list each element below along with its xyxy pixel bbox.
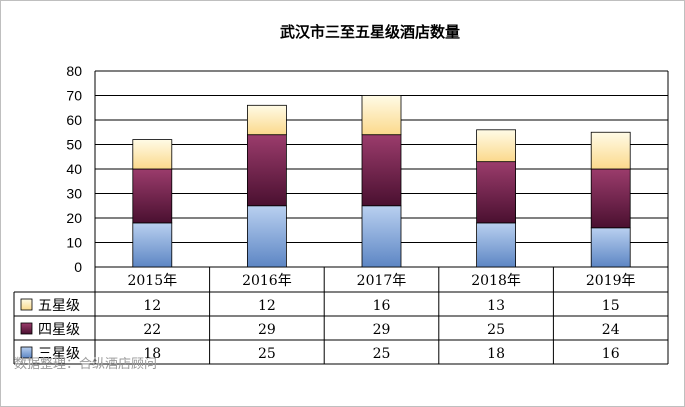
bar-segment	[476, 222, 517, 268]
bar-segment	[590, 131, 631, 170]
table-cell-value: 15	[602, 298, 620, 314]
y-tick-label: 50	[66, 137, 82, 153]
y-tick-label: 0	[74, 259, 82, 275]
bar-segment	[246, 134, 287, 207]
table-cell-value: 16	[373, 298, 391, 314]
bar-segment	[476, 161, 517, 224]
table-cell-value: 25	[373, 346, 391, 362]
source-note: 数据整理：合纵酒店顾问	[14, 357, 157, 372]
table-cell-value: 12	[258, 298, 276, 314]
legend-label: 三星级	[38, 346, 80, 362]
table-cell-value: 25	[258, 346, 276, 362]
table-cell-value: 29	[373, 322, 391, 338]
table-cell-value: 29	[258, 322, 276, 338]
bar-segment	[590, 168, 631, 229]
bar-segment	[361, 95, 402, 136]
bar-segment	[132, 139, 173, 170]
category-label: 2019年	[586, 273, 636, 289]
bar-segment	[246, 104, 287, 136]
legend-label: 四星级	[38, 322, 80, 338]
table-cell-value: 25	[487, 322, 505, 338]
y-tick-label: 80	[66, 63, 82, 79]
table-cell-value: 18	[143, 346, 161, 362]
legend-key	[20, 322, 33, 335]
y-tick-label: 60	[66, 112, 82, 128]
legend-key	[20, 298, 33, 311]
category-label: 2016年	[242, 273, 292, 289]
table-cell-value: 18	[487, 346, 505, 362]
bar-segment	[476, 129, 517, 163]
y-tick-label: 30	[66, 186, 82, 202]
y-tick-label: 40	[66, 161, 82, 177]
bars	[132, 95, 631, 268]
y-tick-label: 70	[66, 88, 82, 104]
bar-segment	[246, 205, 287, 268]
table-cell-value: 16	[602, 346, 620, 362]
table-cell-value: 22	[143, 322, 161, 338]
y-tick-label: 10	[66, 235, 82, 251]
y-tick-label: 20	[66, 210, 82, 226]
bar-segment	[361, 205, 402, 268]
legend-key	[20, 346, 33, 359]
legend-label: 五星级	[38, 298, 80, 314]
bar-segment	[361, 134, 402, 207]
table-cell-value: 13	[487, 298, 505, 314]
category-label: 2015年	[127, 273, 177, 289]
category-label: 2018年	[471, 273, 521, 289]
table-cell-value: 24	[602, 322, 620, 338]
bar-segment	[590, 227, 631, 268]
bar-segment	[132, 222, 173, 268]
y-axis-ticks: 0 10 20 30 40 50 60 70 80	[66, 63, 82, 275]
category-label: 2017年	[357, 273, 407, 289]
bar-segment	[132, 168, 173, 224]
chart-title: 武汉市三至五星级酒店数量	[280, 23, 460, 41]
table-cell-value: 12	[143, 298, 161, 314]
grid-lines	[94, 70, 669, 268]
